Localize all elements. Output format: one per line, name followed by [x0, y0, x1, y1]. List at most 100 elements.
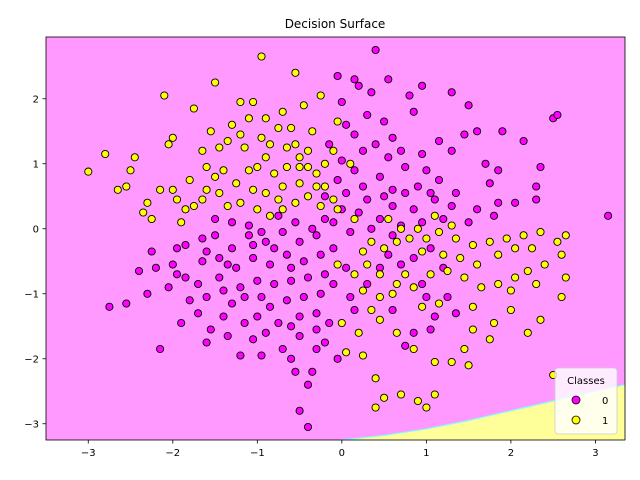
point-class-1 — [329, 195, 338, 204]
point-class-1 — [460, 273, 469, 282]
point-class-1 — [494, 279, 503, 289]
point-class-1 — [439, 250, 448, 259]
point-class-0 — [295, 312, 304, 321]
point-class-0 — [358, 182, 368, 191]
point-class-1 — [561, 231, 570, 240]
point-class-0 — [333, 354, 342, 363]
point-class-0 — [409, 107, 418, 116]
point-class-0 — [223, 331, 232, 341]
point-class-0 — [422, 166, 431, 175]
point-class-0 — [494, 166, 503, 175]
point-class-1 — [215, 188, 224, 198]
point-class-1 — [409, 283, 418, 292]
point-class-1 — [443, 266, 452, 276]
point-class-1 — [257, 133, 266, 142]
point-class-1 — [468, 240, 477, 250]
point-class-1 — [430, 390, 439, 399]
point-class-0 — [316, 289, 325, 298]
point-class-0 — [215, 273, 224, 282]
point-class-1 — [333, 260, 342, 269]
point-class-1 — [468, 302, 477, 311]
point-class-0 — [494, 198, 503, 207]
point-class-0 — [287, 263, 296, 272]
legend-title: Classes — [567, 376, 605, 387]
point-class-1 — [418, 302, 427, 311]
point-class-0 — [265, 260, 275, 269]
point-class-0 — [430, 312, 439, 321]
point-class-1 — [316, 91, 325, 100]
point-class-0 — [350, 305, 359, 315]
point-class-0 — [156, 344, 165, 354]
point-class-0 — [350, 75, 359, 84]
point-class-0 — [371, 45, 380, 55]
point-class-0 — [253, 276, 262, 285]
point-class-0 — [443, 292, 452, 302]
point-class-0 — [308, 367, 317, 376]
point-class-0 — [329, 244, 338, 253]
point-class-0 — [151, 263, 160, 272]
point-class-1 — [511, 273, 520, 282]
point-class-0 — [346, 292, 355, 302]
point-class-1 — [303, 162, 313, 172]
point-class-1 — [139, 208, 148, 217]
point-class-0 — [434, 136, 444, 146]
point-class-1 — [434, 299, 444, 308]
point-class-1 — [181, 205, 190, 214]
x-tick-label: −1 — [250, 448, 265, 459]
point-class-0 — [350, 166, 359, 175]
point-class-1 — [401, 270, 410, 279]
point-class-0 — [464, 218, 473, 227]
point-class-1 — [396, 390, 406, 399]
point-class-0 — [481, 159, 490, 168]
point-class-1 — [375, 292, 384, 302]
point-class-0 — [257, 351, 266, 360]
point-class-1 — [282, 143, 291, 152]
point-class-1 — [219, 166, 228, 175]
point-class-1 — [244, 166, 253, 175]
class-1-region — [341, 384, 625, 440]
point-class-0 — [147, 247, 156, 256]
plot-frame — [45, 36, 626, 441]
point-class-0 — [342, 263, 351, 272]
point-class-0 — [278, 344, 287, 354]
point-class-0 — [274, 211, 283, 220]
point-class-0 — [219, 286, 228, 295]
point-class-1 — [540, 260, 549, 269]
point-class-0 — [464, 101, 473, 110]
point-class-1 — [287, 123, 296, 133]
point-class-0 — [198, 257, 207, 266]
point-class-1 — [350, 270, 359, 279]
point-class-0 — [413, 182, 422, 191]
x-tick-label: 3 — [592, 448, 598, 459]
point-class-1 — [506, 305, 515, 315]
point-class-1 — [265, 211, 275, 220]
point-class-0 — [604, 211, 613, 220]
point-class-0 — [337, 97, 346, 107]
point-class-0 — [363, 110, 372, 120]
point-class-1 — [211, 78, 220, 87]
y-tick-label: 1 — [33, 159, 39, 170]
point-class-1 — [527, 244, 537, 253]
point-class-1 — [430, 357, 439, 367]
point-class-0 — [295, 406, 304, 415]
point-class-0 — [244, 221, 253, 230]
point-class-1 — [312, 182, 321, 191]
point-class-0 — [164, 283, 173, 292]
point-class-1 — [164, 140, 173, 149]
point-class-1 — [333, 205, 342, 214]
point-class-0 — [384, 153, 393, 162]
point-class-1 — [257, 52, 266, 61]
point-class-1 — [202, 185, 211, 194]
point-class-1 — [291, 198, 300, 207]
point-class-0 — [320, 270, 329, 279]
point-class-1 — [189, 104, 198, 113]
point-class-0 — [278, 227, 287, 237]
point-class-0 — [202, 292, 211, 302]
x-tick-label: −3 — [81, 448, 96, 459]
point-class-1 — [511, 244, 520, 253]
point-class-1 — [253, 205, 262, 214]
point-class-0 — [244, 231, 253, 240]
point-class-0 — [447, 146, 456, 155]
point-class-1 — [130, 153, 139, 162]
point-class-1 — [261, 114, 270, 123]
